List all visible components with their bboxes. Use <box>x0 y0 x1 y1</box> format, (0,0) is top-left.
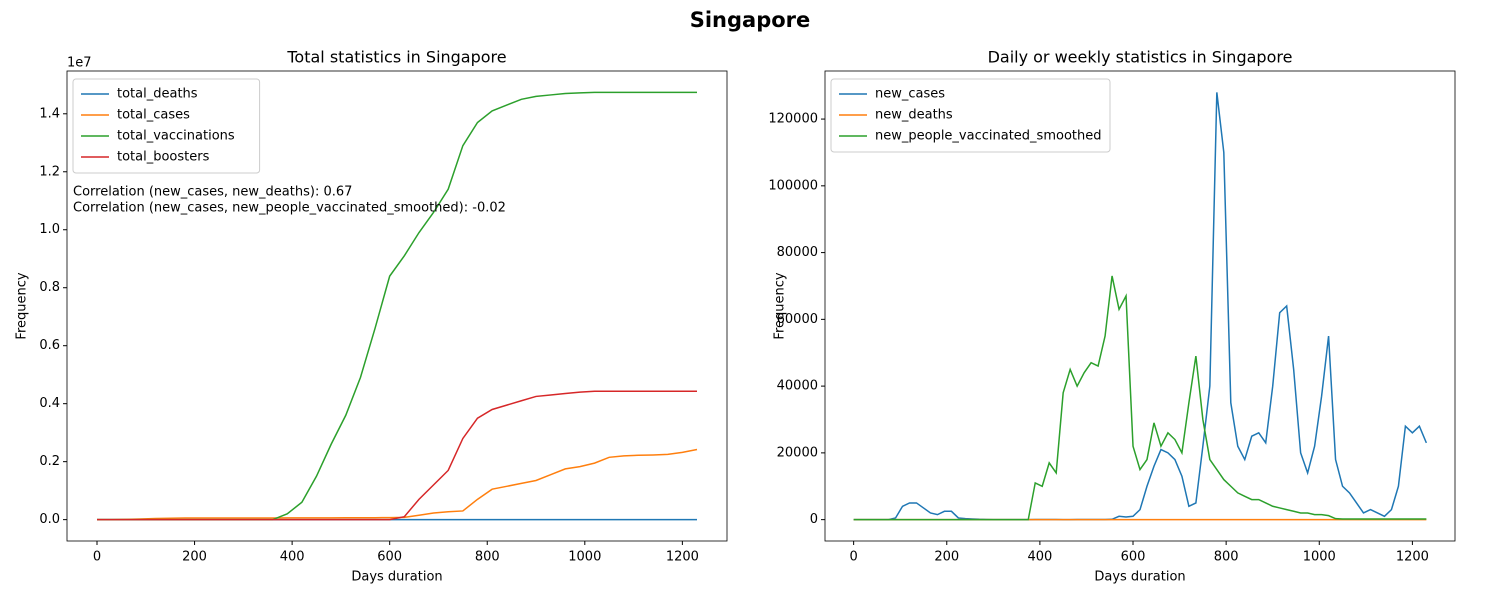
x-tick-label: 800 <box>475 550 500 565</box>
legend-label: total_deaths <box>117 87 198 102</box>
y-tick-label: 0.0 <box>39 512 60 527</box>
line-series <box>97 390 697 521</box>
offset-label: 1e7 <box>67 56 92 71</box>
x-axis-label: Days duration <box>1094 570 1185 585</box>
y-tick-label: 1.0 <box>39 222 60 237</box>
y-axis-label: Frequency <box>773 272 788 339</box>
x-axis-label: Days duration <box>351 570 442 585</box>
annotation: Correlation (new_cases, new_deaths): 0.6… <box>73 185 352 200</box>
y-tick-label: 20000 <box>777 445 818 460</box>
y-tick-label: 0.8 <box>39 280 60 295</box>
y-axis-label: Frequency <box>15 272 30 339</box>
chart-title: Daily or weekly statistics in Singapore <box>988 48 1293 67</box>
figure-title: Singapore <box>690 8 811 32</box>
axes-frame <box>66 70 728 542</box>
legend-label: total_cases <box>117 108 190 123</box>
annotation: Correlation (new_cases, new_people_vacci… <box>73 201 506 216</box>
x-tick-label: 600 <box>377 550 402 565</box>
y-tick-label: 0.6 <box>39 338 60 353</box>
y-tick-label: 0.2 <box>39 454 60 469</box>
legend-label: total_boosters <box>117 150 210 165</box>
y-tick-label: 60000 <box>777 312 818 327</box>
line-series <box>853 92 1428 521</box>
y-tick-label: 1.2 <box>39 164 60 179</box>
y-tick-label: 1.4 <box>39 106 60 121</box>
x-tick-label: 1200 <box>666 550 699 565</box>
x-tick-label: 200 <box>934 550 959 565</box>
y-tick-label: 80000 <box>777 245 818 260</box>
y-tick-label: 100000 <box>768 178 818 193</box>
x-tick-label: 400 <box>280 550 305 565</box>
x-tick-label: 1000 <box>568 550 601 565</box>
x-tick-label: 200 <box>182 550 207 565</box>
y-tick-label: 0 <box>810 512 818 527</box>
y-tick-label: 40000 <box>777 379 818 394</box>
legend-label: total_vaccinations <box>117 129 235 144</box>
chart-title: Total statistics in Singapore <box>286 48 506 67</box>
x-tick-label: 0 <box>849 550 857 565</box>
y-tick-label: 0.4 <box>39 396 60 411</box>
x-tick-label: 600 <box>1121 550 1146 565</box>
y-tick-label: 120000 <box>768 112 818 127</box>
legend-label: new_deaths <box>875 108 953 123</box>
x-tick-label: 800 <box>1214 550 1239 565</box>
legend-box <box>830 78 1111 153</box>
x-tick-label: 0 <box>93 550 101 565</box>
legend-label: new_cases <box>875 87 945 102</box>
legend-box <box>72 78 261 174</box>
line-series <box>853 275 1427 521</box>
x-tick-label: 400 <box>1027 550 1052 565</box>
x-tick-label: 1000 <box>1303 550 1336 565</box>
legend-label: new_people_vaccinated_smoothed <box>875 129 1101 144</box>
x-tick-label: 1200 <box>1396 550 1429 565</box>
axes-frame <box>824 70 1456 542</box>
